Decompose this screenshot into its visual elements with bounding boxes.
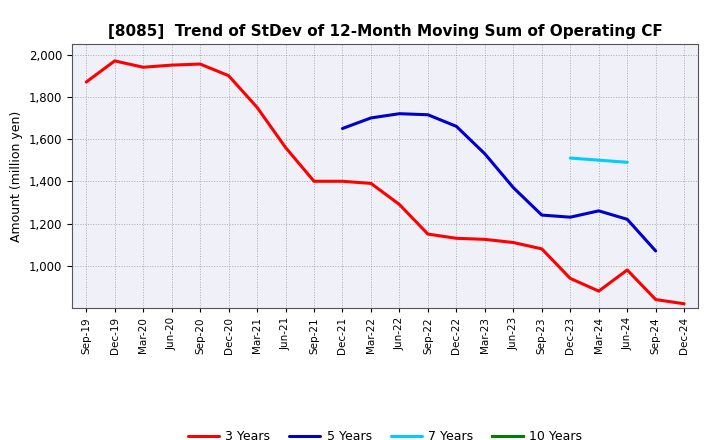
5 Years — [652, 248, 660, 253]
7 Years — [623, 160, 631, 165]
3 Years — [82, 79, 91, 84]
3 Years — [509, 240, 518, 245]
3 Years — [652, 297, 660, 302]
3 Years — [139, 65, 148, 70]
Line: 7 Years: 7 Years — [570, 158, 627, 162]
5 Years — [452, 124, 461, 129]
Y-axis label: Amount (million yen): Amount (million yen) — [10, 110, 23, 242]
5 Years — [423, 112, 432, 117]
5 Years — [537, 213, 546, 218]
5 Years — [395, 111, 404, 116]
3 Years — [566, 276, 575, 281]
5 Years — [366, 115, 375, 121]
3 Years — [452, 236, 461, 241]
5 Years — [566, 215, 575, 220]
5 Years — [623, 216, 631, 222]
3 Years — [366, 181, 375, 186]
3 Years — [623, 268, 631, 273]
3 Years — [395, 202, 404, 207]
3 Years — [225, 73, 233, 78]
3 Years — [253, 105, 261, 110]
Legend: 3 Years, 5 Years, 7 Years, 10 Years: 3 Years, 5 Years, 7 Years, 10 Years — [183, 425, 588, 440]
3 Years — [196, 62, 204, 67]
5 Years — [509, 185, 518, 190]
Title: [8085]  Trend of StDev of 12-Month Moving Sum of Operating CF: [8085] Trend of StDev of 12-Month Moving… — [108, 24, 662, 39]
3 Years — [110, 58, 119, 63]
3 Years — [595, 289, 603, 294]
5 Years — [595, 208, 603, 213]
3 Years — [480, 237, 489, 242]
Line: 3 Years: 3 Years — [86, 61, 684, 304]
Line: 5 Years: 5 Years — [343, 114, 656, 251]
3 Years — [338, 179, 347, 184]
7 Years — [595, 158, 603, 163]
3 Years — [680, 301, 688, 306]
5 Years — [338, 126, 347, 131]
3 Years — [167, 62, 176, 68]
3 Years — [310, 179, 318, 184]
3 Years — [282, 145, 290, 150]
3 Years — [423, 231, 432, 237]
5 Years — [480, 151, 489, 157]
3 Years — [537, 246, 546, 252]
7 Years — [566, 155, 575, 161]
